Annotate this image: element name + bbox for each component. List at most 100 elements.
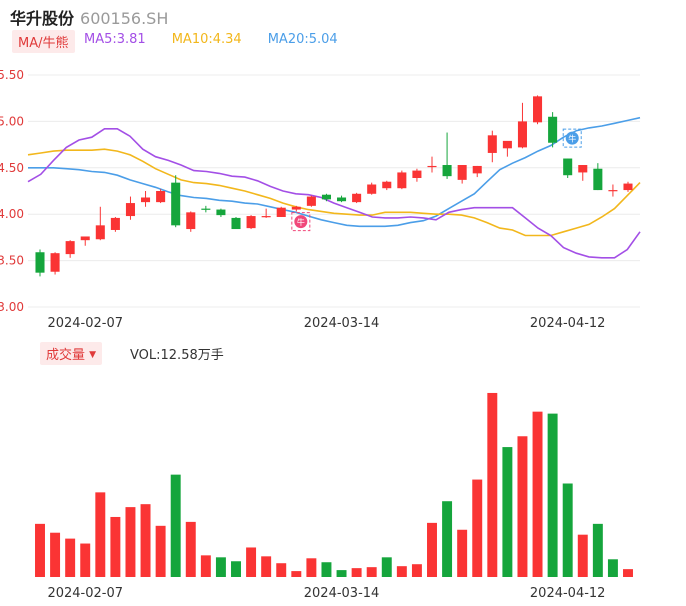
volume-bar (427, 522, 437, 577)
ma-legend: MA5:3.81 MA10:4.34 MA20:5.04 (84, 32, 364, 47)
bull-marker-dot (565, 131, 579, 145)
stock-code: 600156.SH (80, 9, 169, 28)
candle-body (563, 158, 573, 176)
volume-indicator-tag[interactable]: 成交量 ▼ (40, 342, 103, 365)
candle-body (110, 217, 120, 230)
volume-bar (185, 521, 196, 577)
candle-body (367, 184, 377, 194)
price-chart[interactable]: 5.50 5.00 4.50 4.00 3.50 3.00 2024-02-07 2024-0… (0, 0, 686, 340)
y-tick-label: 4.50 (0, 161, 24, 175)
volume-bar (200, 555, 211, 577)
ma10-line (27, 148, 641, 237)
candle-body (125, 203, 135, 217)
candle-body (412, 170, 422, 179)
volume-bar (411, 564, 422, 577)
volume-bar (95, 492, 106, 577)
volume-bar (125, 507, 136, 577)
volume-bar (215, 557, 226, 577)
ma20-legend: MA20:5.04 (267, 32, 338, 47)
candle-body (186, 212, 196, 230)
volume-bar (472, 479, 483, 577)
volume-bar (381, 557, 392, 577)
ma-toggle-tag[interactable]: MA/牛熊 (12, 30, 75, 53)
volume-bar (532, 411, 543, 577)
volume-bar (155, 525, 166, 577)
candle-body (517, 121, 527, 148)
candle-body (35, 252, 45, 273)
volume-bar (592, 523, 603, 577)
volume-bar (261, 556, 272, 577)
candle-body (623, 183, 633, 191)
candle-body (291, 206, 301, 210)
candle-body (397, 172, 407, 189)
volume-bar (140, 504, 151, 577)
candle-body (337, 197, 347, 202)
volume-bar (65, 538, 76, 577)
volume-bar (170, 474, 181, 577)
candle-body (457, 165, 467, 180)
candle-body (321, 194, 331, 200)
volume-bar (276, 563, 287, 577)
volume-bar (623, 569, 633, 577)
y-tick-label: 4.00 (0, 207, 24, 221)
candle-body (382, 181, 392, 189)
volume-bar (306, 558, 317, 577)
candle-body (352, 193, 362, 203)
x-tick-label: 2024-03-14 (304, 316, 380, 331)
candle-body (216, 209, 226, 216)
volume-bar (517, 436, 528, 577)
volume-bar (396, 566, 407, 577)
ma5-line (27, 128, 641, 259)
candle-body (50, 253, 60, 272)
volume-bar (336, 570, 347, 577)
candle-body (427, 165, 437, 168)
candle-body (95, 225, 105, 240)
volume-bar (607, 559, 618, 577)
candle-body (502, 140, 512, 149)
candle-body (201, 208, 211, 210)
volume-bar (366, 567, 377, 577)
x-tick-label: 2024-04-12 (530, 316, 606, 331)
x-tick-label: 2024-02-07 (47, 586, 123, 601)
candle-body (80, 236, 90, 241)
y-tick-label: 3.50 (0, 254, 24, 268)
candle-body (141, 197, 151, 203)
volume-bar (321, 562, 332, 577)
volume-bar (291, 571, 302, 577)
volume-tag-label: 成交量 (46, 348, 86, 363)
volume-bar (502, 447, 513, 577)
candle-body (276, 207, 286, 217)
candle-body (156, 191, 166, 203)
candle-body (472, 165, 482, 174)
candle-body (65, 241, 75, 255)
candle-body (231, 217, 241, 230)
candle-body (548, 116, 558, 143)
candle-body (442, 165, 452, 177)
stock-name: 华升股份 (10, 9, 75, 28)
bear-marker-dot (294, 215, 308, 229)
x-tick-label: 2024-02-07 (47, 316, 123, 331)
x-tick-label: 2024-03-14 (304, 586, 380, 601)
volume-bar (246, 547, 257, 577)
bear-marker-label: 牛 (297, 217, 305, 227)
volume-bar (35, 523, 45, 577)
candle-body (608, 190, 618, 192)
volume-bar (80, 543, 91, 577)
volume-bar (487, 392, 498, 577)
volume-bar (351, 568, 362, 577)
ma10-legend: MA10:4.34 (171, 32, 242, 47)
ma5-legend: MA5:3.81 (84, 32, 146, 47)
volume-bar (231, 561, 241, 577)
y-tick-label: 5.50 (0, 68, 24, 82)
volume-chart[interactable]: 2024-02-07 2024-03-14 2024-04-12 (0, 360, 686, 606)
candle-body (171, 182, 181, 226)
bull-marker-frame (562, 128, 582, 148)
candle-body (593, 168, 603, 191)
volume-bar (547, 413, 558, 577)
volume-bar (110, 516, 121, 577)
volume-bar (562, 483, 573, 577)
volume-bar (50, 532, 61, 577)
volume-bar (457, 529, 468, 577)
candle-body (306, 196, 316, 206)
y-tick-label: 3.00 (0, 300, 24, 314)
